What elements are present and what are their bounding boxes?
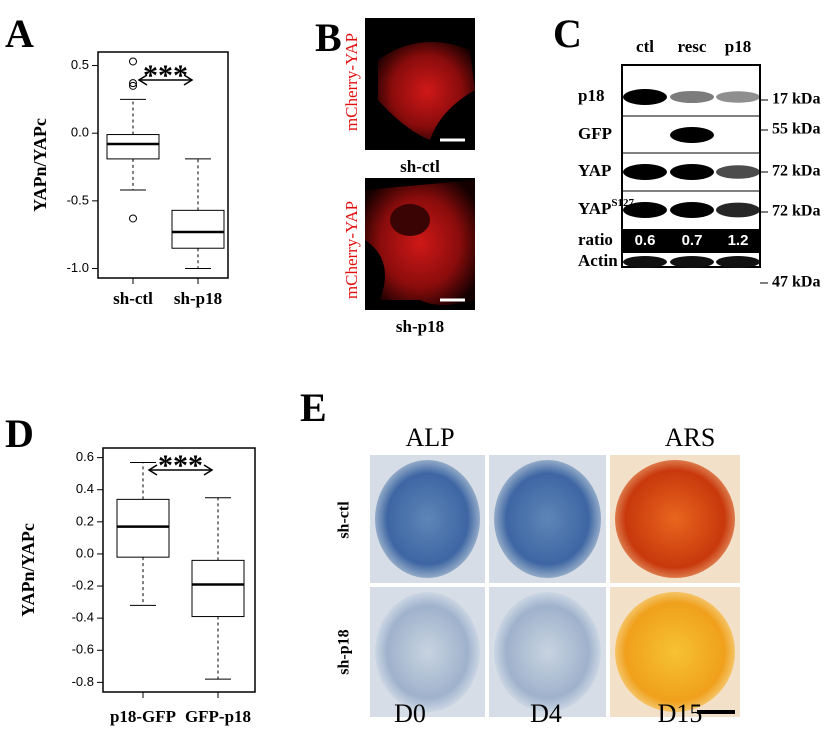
y-tick-label: -0.2: [72, 577, 94, 592]
outlier: [129, 57, 137, 66]
band: [623, 89, 667, 105]
outlier: [129, 81, 137, 90]
box: [191, 559, 245, 618]
row-label: sh-ctl: [336, 501, 353, 539]
size-label: 72 kDa: [772, 203, 820, 220]
band: [716, 256, 760, 268]
row-label: GFP: [578, 124, 612, 143]
panel-letter: C: [553, 11, 582, 56]
plate: [494, 592, 601, 712]
row-label: Actin: [578, 251, 618, 270]
western-blot: ctl resc p18 p18 17 kDa GFP 55 kDa YAP 72 kDa YAP…: [578, 37, 820, 291]
y-axis-label: YAPn/YAPc: [18, 523, 38, 617]
stain-label: mCherry-YAP: [342, 33, 361, 131]
box: [116, 498, 170, 558]
band: [716, 91, 760, 103]
plot-frame: [97, 51, 229, 279]
ratio: 0.7: [682, 232, 703, 249]
band: [670, 90, 714, 104]
band: [670, 202, 714, 218]
x-tick-label: sh-p18: [174, 289, 222, 308]
size-label: 17 kDa: [772, 91, 820, 108]
plate: [615, 592, 735, 712]
band: [623, 164, 667, 180]
row-label: p18: [578, 86, 604, 105]
row-label: YAPS127: [578, 197, 635, 218]
row-label: sh-p18: [336, 629, 353, 674]
band: [670, 127, 714, 143]
outlier: [129, 214, 137, 223]
row-label: ratio: [578, 230, 613, 249]
box: [171, 209, 225, 249]
column-label: p18: [725, 37, 751, 56]
outlier: [129, 79, 137, 88]
cell: [378, 42, 475, 140]
stain-label: ALP: [405, 423, 454, 452]
band: [716, 202, 760, 218]
ratio: 1.2: [728, 232, 749, 249]
y-tick-label: 0.5: [71, 57, 89, 72]
size-label: 72 kDa: [772, 163, 820, 180]
arrow-head: [137, 74, 194, 86]
day-label: D0: [394, 699, 426, 728]
nucleus: [390, 204, 430, 236]
arrow-head: [147, 464, 214, 476]
image-label: sh-p18: [396, 317, 444, 336]
panel-letter: D: [5, 411, 34, 456]
y-tick-label: -0.8: [72, 674, 94, 689]
y-tick-label: -0.6: [72, 642, 94, 657]
plate: [375, 592, 480, 712]
y-tick-label: 0.6: [76, 449, 94, 464]
column-label: ctl: [636, 37, 654, 56]
plot-frame: [102, 447, 256, 693]
significance: ***: [158, 449, 203, 482]
row-label: YAP: [578, 161, 611, 180]
day-label: D4: [530, 699, 562, 728]
panel-letter: A: [5, 11, 34, 56]
plate: [494, 460, 601, 578]
column-label: resc: [678, 37, 707, 56]
y-tick-label: 0.0: [71, 125, 89, 140]
ratio: 0.6: [635, 232, 656, 249]
size-label: 47 kDa: [772, 274, 820, 291]
band: [670, 164, 714, 180]
band: [716, 165, 760, 179]
cell: [365, 180, 475, 305]
y-tick-label: 0.0: [76, 545, 94, 560]
image-label: sh-ctl: [400, 157, 440, 176]
y-tick-label: -0.5: [67, 192, 89, 207]
plate: [375, 460, 480, 578]
x-tick-label: sh-ctl: [113, 289, 153, 308]
panel-letter: B: [315, 15, 342, 60]
ratio-bar: [622, 229, 760, 253]
stain-label: ARS: [665, 423, 716, 452]
y-axis-label: YAPn/YAPc: [30, 118, 50, 212]
x-tick-label: GFP-p18: [185, 707, 251, 726]
y-tick-label: 0.4: [76, 481, 94, 496]
y-tick-label: 0.2: [76, 513, 94, 528]
size-label: 55 kDa: [772, 121, 820, 138]
day-label: D15: [658, 699, 703, 728]
significance: ***: [143, 59, 188, 92]
box: [106, 134, 160, 160]
panel-letter: E: [300, 385, 327, 430]
x-tick-label: p18-GFP: [110, 707, 176, 726]
band: [670, 256, 714, 268]
y-tick-label: -0.4: [72, 610, 94, 625]
stain-label: mCherry-YAP: [342, 201, 361, 299]
band: [623, 256, 667, 268]
y-tick-label: -1.0: [67, 260, 89, 275]
plates: ALP ARS sh-ctl sh-p18 D0 D4 D15: [336, 423, 740, 728]
plate: [615, 460, 735, 578]
band: [623, 202, 667, 218]
